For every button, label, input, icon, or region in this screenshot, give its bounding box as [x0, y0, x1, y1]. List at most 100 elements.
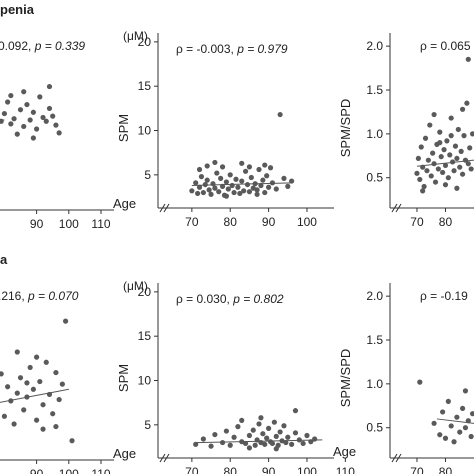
- x-tick-label: 110: [91, 217, 110, 231]
- data-point: [457, 429, 463, 435]
- data-point: [421, 183, 427, 190]
- y-tick-label: 1.5: [366, 333, 383, 347]
- data-point: [56, 130, 62, 136]
- data-point: [277, 111, 283, 118]
- stat-p: p = 0.339: [34, 39, 86, 53]
- data-point: [457, 164, 463, 170]
- data-point: [273, 186, 279, 192]
- data-point: [469, 131, 474, 137]
- row-label-bottom: a: [0, 252, 8, 267]
- data-point: [451, 168, 457, 174]
- data-point: [246, 189, 253, 195]
- data-point: [414, 170, 420, 176]
- data-point: [193, 180, 199, 186]
- axis-break-mark: [395, 203, 402, 213]
- data-point: [292, 430, 299, 436]
- y-axis-title: SPM/SPD: [338, 99, 353, 158]
- scatter-panel: 70 80 90 100 110 5 10 15 20(μM) SPM Age ρ = 0.030, …: [116, 279, 356, 474]
- data-point: [239, 160, 245, 166]
- axis-break-mark: [159, 203, 166, 213]
- data-point: [267, 165, 274, 171]
- data-point: [445, 398, 451, 404]
- data-point: [223, 193, 229, 199]
- data-point: [256, 421, 262, 427]
- scatter-panel: 70 80 0.5 1.0 1.5 2.0 SPM/SPD ρ = 0.065: [338, 33, 474, 229]
- data-point: [5, 384, 11, 390]
- data-point: [269, 440, 276, 447]
- data-point: [56, 396, 62, 403]
- data-point: [420, 188, 426, 194]
- data-point: [30, 109, 36, 115]
- data-point: [46, 105, 53, 112]
- y-tick-label: 2.0: [366, 39, 383, 53]
- data-point: [281, 175, 287, 181]
- data-point: [229, 182, 235, 189]
- x-tick-label: 80: [439, 465, 453, 474]
- data-point: [246, 164, 253, 170]
- data-point: [462, 425, 469, 431]
- data-point: [11, 116, 17, 122]
- stat-p: p = 0.802: [232, 292, 284, 306]
- data-point: [262, 189, 268, 196]
- data-point: [242, 168, 249, 174]
- stat-annotation: .216, p = 0.070: [0, 289, 79, 303]
- data-point: [459, 106, 466, 112]
- trend-line: [0, 388, 69, 403]
- data-point: [417, 379, 423, 385]
- data-point: [239, 417, 245, 424]
- data-point: [225, 186, 231, 192]
- x-tick-label: 80: [439, 215, 453, 229]
- axis-break-mark: [159, 453, 166, 463]
- data-point: [427, 122, 433, 128]
- data-point: [214, 170, 220, 176]
- stat-annotation: ρ = 0.030, p = 0.802: [176, 292, 284, 306]
- y-tick-label: 1.0: [366, 127, 383, 141]
- data-point: [46, 83, 53, 90]
- data-point: [30, 386, 36, 392]
- data-point: [300, 440, 306, 447]
- data-point: [256, 166, 262, 173]
- data-point: [231, 434, 237, 440]
- data-point: [239, 178, 245, 184]
- stat-rho: ρ = 0.065: [420, 39, 471, 53]
- data-point: [248, 174, 254, 181]
- data-point: [27, 117, 33, 123]
- x-tick-label: 110: [336, 465, 355, 474]
- data-point: [260, 431, 266, 437]
- data-point: [437, 129, 443, 135]
- data-point: [200, 436, 206, 442]
- y-tick-label: 15: [138, 79, 152, 93]
- data-point: [312, 436, 318, 442]
- data-point: [193, 441, 199, 447]
- data-point: [5, 99, 11, 105]
- data-point: [269, 180, 276, 186]
- data-point: [210, 181, 216, 187]
- data-point: [464, 100, 470, 106]
- data-point: [223, 428, 229, 434]
- stat-p: p = 0.070: [27, 289, 79, 303]
- data-point: [432, 179, 439, 185]
- data-point: [264, 435, 270, 441]
- data-point: [21, 407, 27, 413]
- data-point: [37, 378, 43, 385]
- data-point: [283, 439, 289, 446]
- data-point: [27, 364, 33, 371]
- data-point: [212, 159, 218, 166]
- x-tick-label: 80: [224, 215, 238, 229]
- data-point: [8, 121, 14, 127]
- x-axis-title: Age: [113, 446, 136, 461]
- data-point: [53, 369, 59, 376]
- data-point: [227, 442, 233, 448]
- data-point: [415, 155, 421, 162]
- x-tick-label: 100: [297, 215, 317, 229]
- data-point: [448, 115, 454, 121]
- data-point: [40, 426, 46, 432]
- data-point: [281, 423, 287, 429]
- data-point: [237, 190, 243, 197]
- data-point: [461, 133, 467, 139]
- data-point: [53, 122, 59, 128]
- x-tick-label: 90: [30, 467, 44, 474]
- x-tick-label: 70: [185, 215, 199, 229]
- data-point: [235, 184, 241, 190]
